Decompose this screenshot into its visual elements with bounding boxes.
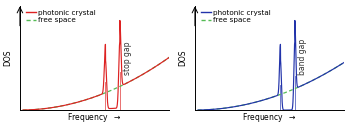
X-axis label: Frequency  $\rightarrow$: Frequency $\rightarrow$ [68,111,122,124]
Text: stop gap: stop gap [123,42,132,75]
Legend: photonic crystal, free space: photonic crystal, free space [200,9,272,24]
X-axis label: Frequency  $\rightarrow$: Frequency $\rightarrow$ [243,111,297,124]
Text: DOS: DOS [178,50,188,66]
Legend: photonic crystal, free space: photonic crystal, free space [25,9,97,24]
Text: DOS: DOS [4,50,13,66]
Text: band gap: band gap [298,39,307,75]
